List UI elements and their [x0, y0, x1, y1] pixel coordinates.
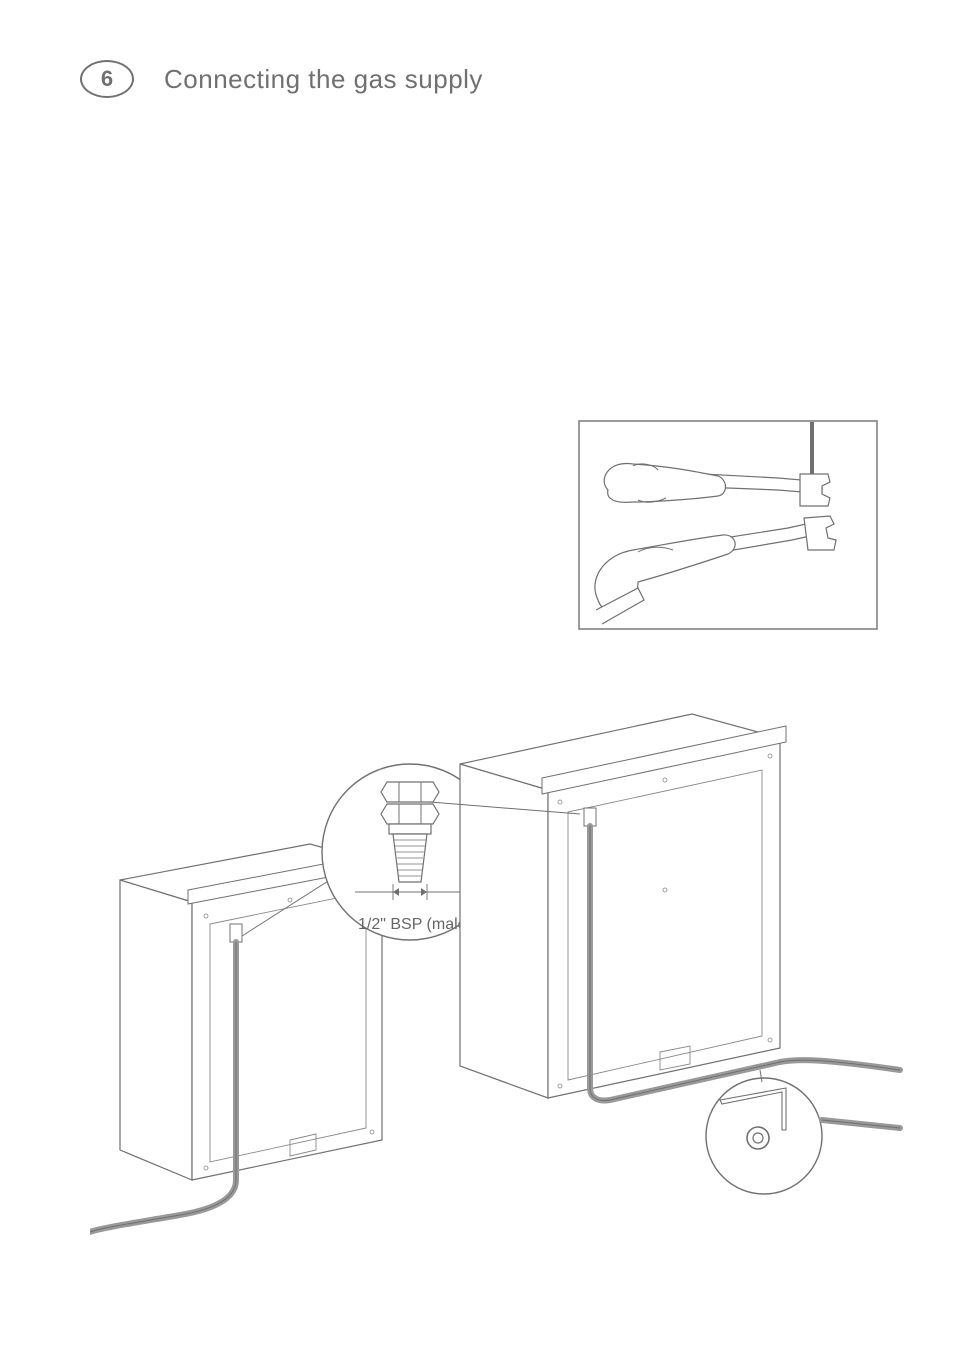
right-cabinet	[430, 690, 910, 1210]
step-title: Connecting the gas supply	[164, 64, 483, 95]
page-header: 6 Connecting the gas supply	[80, 60, 874, 98]
wrench-inset	[578, 420, 878, 630]
step-number-badge: 6	[80, 60, 134, 98]
step-number: 6	[101, 66, 113, 92]
